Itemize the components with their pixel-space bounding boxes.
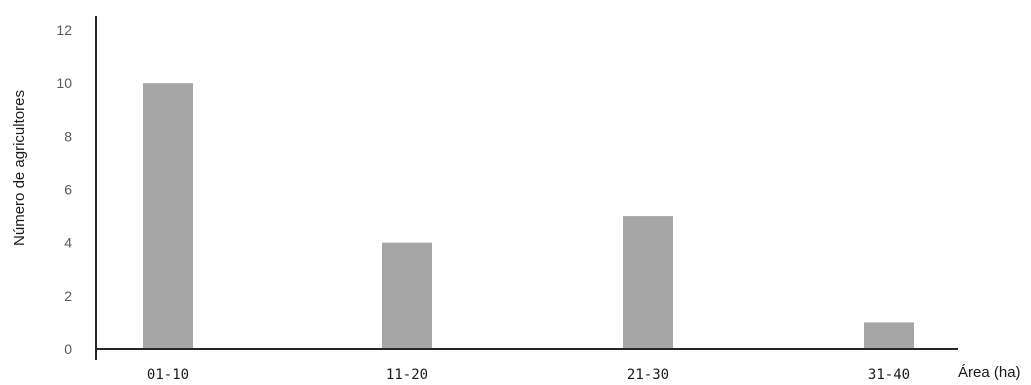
x-category-label-01-10: 01-10 — [147, 367, 189, 383]
x-category-labels: 01-10 11-20 21-30 31-40 — [147, 367, 910, 383]
bars-layer — [143, 83, 914, 350]
y-tick-label-0: 0 — [64, 341, 72, 357]
y-tick-label-2: 2 — [64, 288, 72, 304]
x-axis-title: Área (ha) — [958, 364, 1021, 381]
x-category-label-21-30: 21-30 — [627, 367, 669, 383]
y-tick-label-6: 6 — [64, 182, 72, 198]
y-tick-label-8: 8 — [64, 128, 72, 144]
bar-21-30 — [623, 216, 673, 349]
x-category-label-31-40: 31-40 — [868, 367, 910, 383]
bar-31-40 — [864, 322, 914, 349]
y-tick-label-12: 12 — [56, 22, 72, 38]
y-tick-labels: 0 2 4 6 8 10 12 — [56, 22, 72, 357]
y-axis-title: Número de agricultores — [11, 90, 28, 246]
bar-01-10 — [143, 83, 193, 350]
x-category-label-11-20: 11-20 — [386, 367, 428, 383]
y-tick-label-4: 4 — [64, 235, 72, 251]
y-tick-label-10: 10 — [56, 75, 72, 91]
axes-layer — [95, 16, 958, 360]
bar-11-20 — [382, 242, 432, 349]
